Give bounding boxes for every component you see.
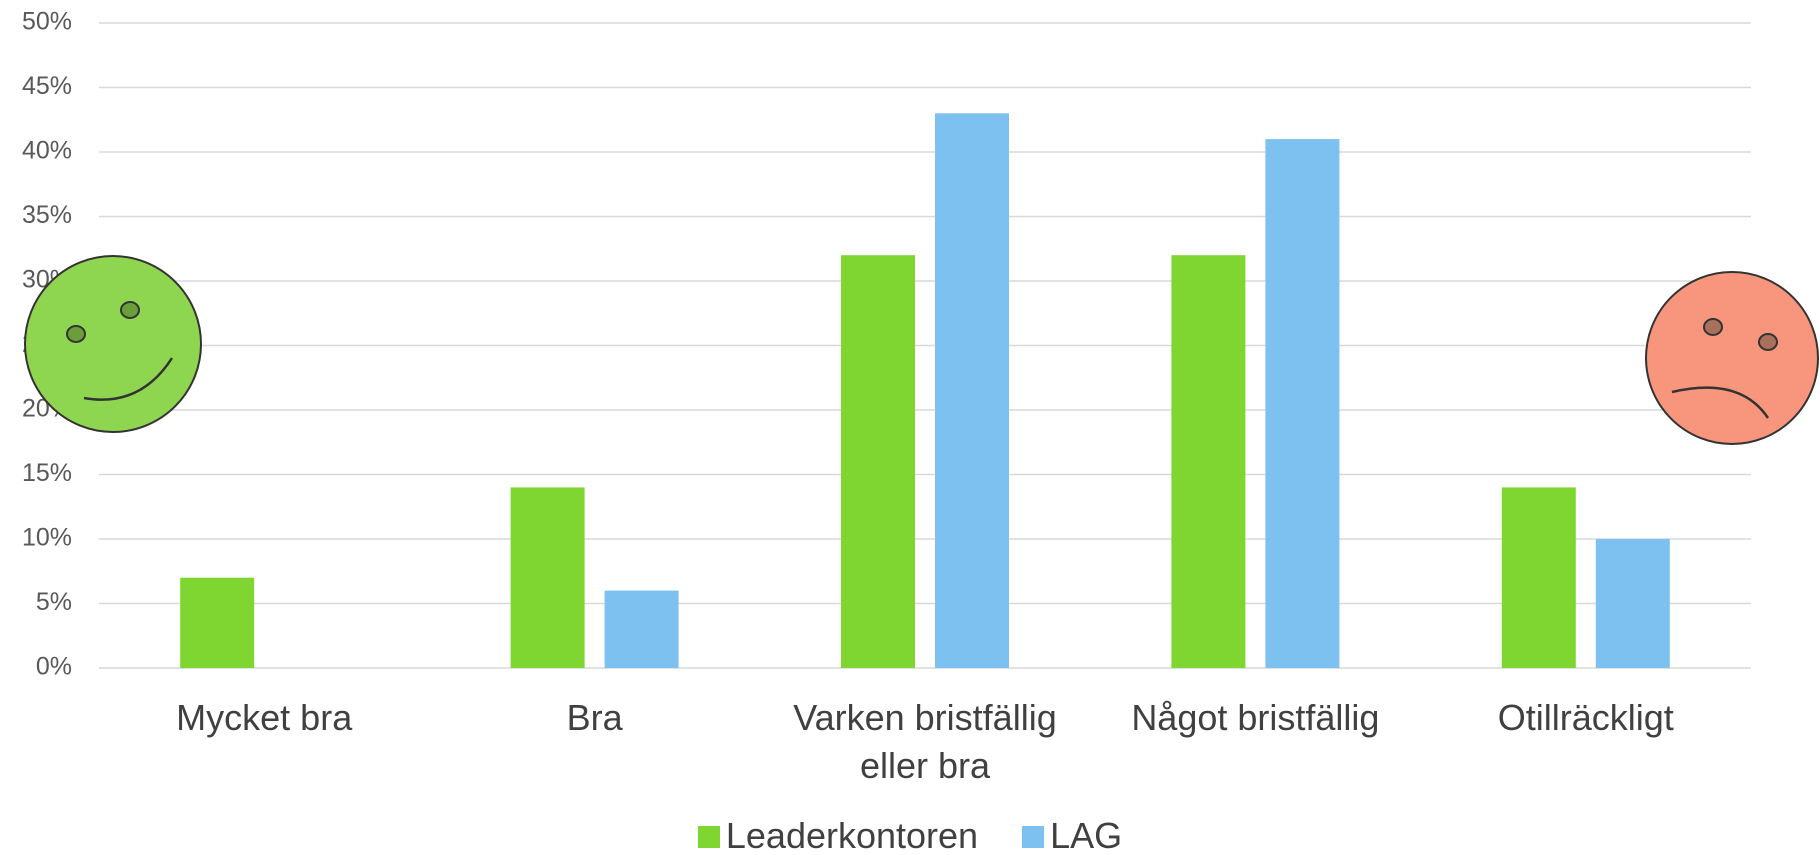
y-tick-label: 15% [22,459,72,487]
x-tick-label: Mycket bra [99,694,429,742]
y-tick-label: 5% [36,588,72,616]
x-tick-label: Otillräckligt [1421,694,1751,742]
bar [1502,487,1576,668]
legend-item: Leaderkontoren [698,815,978,855]
y-tick-label: 40% [22,137,72,165]
bar [1596,539,1670,668]
x-tick-label: Något bristfällig [1090,694,1420,742]
chart: 0% 5% 10% 15% 20% 25% 30% 35% 40% 45% 50% Mycket b… [0,0,1820,855]
bar [180,578,254,668]
y-tick-label: 0% [36,653,72,681]
legend-item: LAG [1022,815,1122,855]
bar [935,113,1009,668]
y-tick-label: 25% [22,330,72,358]
bar [605,591,679,668]
y-tick-label: 30% [22,266,72,294]
bar [1265,139,1339,668]
x-tick-label: Bra [429,694,759,742]
y-tick-label: 10% [22,524,72,552]
y-tick-label: 45% [22,72,72,100]
y-tick-label: 35% [22,201,72,229]
x-tick-label: Varken bristfällig eller bra [760,694,1090,790]
y-tick-label: 20% [22,395,72,423]
bar [511,487,585,668]
bar [1171,255,1245,668]
legend-swatch [698,826,720,848]
legend-swatch [1022,826,1044,848]
legend: Leaderkontoren LAG [0,815,1820,855]
bar [841,255,915,668]
y-tick-label: 50% [22,8,72,36]
legend-label: Leaderkontoren [726,815,978,855]
legend-label: LAG [1050,815,1122,855]
